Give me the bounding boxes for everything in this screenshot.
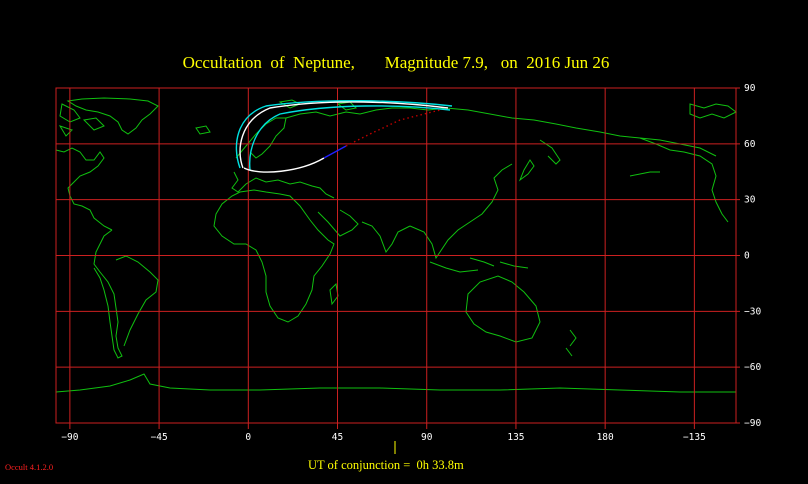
longitude-tick-label: −90 bbox=[61, 432, 78, 443]
scandinavia-coast bbox=[235, 117, 287, 159]
longitude-tick-label: 0 bbox=[245, 432, 251, 443]
longitude-tick-label: −45 bbox=[151, 432, 168, 443]
latitude-tick-label: 60 bbox=[744, 139, 756, 150]
japan-coast bbox=[518, 159, 535, 182]
aleutian-coast bbox=[629, 171, 660, 177]
latitude-tick-label: 90 bbox=[744, 83, 756, 94]
path-white-lower bbox=[243, 157, 325, 173]
greenland-coast bbox=[66, 97, 159, 135]
map-title: Occultation of Neptune, Magnitude 7.9, o… bbox=[183, 53, 610, 72]
eurasia-north-coast bbox=[285, 107, 717, 157]
version-label: Occult 4.1.2.0 bbox=[5, 462, 53, 472]
indonesia-coast bbox=[429, 257, 529, 273]
new-zealand-coast bbox=[565, 329, 577, 357]
longitude-tick-label: 135 bbox=[507, 432, 524, 443]
longitude-tick-label: −135 bbox=[683, 432, 706, 443]
occultation-paths bbox=[235, 100, 453, 173]
longitude-tick-label: 90 bbox=[421, 432, 433, 443]
southeast-asia-coast bbox=[409, 163, 513, 260]
arctic-islands-coast bbox=[58, 103, 105, 137]
antarctica-coast bbox=[55, 373, 736, 393]
longitude-tick-label: 45 bbox=[332, 432, 343, 443]
india-coast bbox=[361, 221, 411, 254]
latitude-tick-label: −90 bbox=[744, 418, 761, 429]
axis-labels: −90 −45 0 45 90 135 180 −135 90 60 30 0 −30 −60 −90 bbox=[61, 83, 761, 443]
canada-arctic-right-coast bbox=[689, 103, 737, 119]
north-america-coast bbox=[55, 147, 113, 231]
latitude-tick-label: −30 bbox=[744, 306, 761, 317]
latitude-tick-label: 30 bbox=[744, 195, 756, 206]
latitude-tick-label: −60 bbox=[744, 362, 761, 373]
alaska-coast bbox=[639, 137, 729, 223]
kamchatka-coast bbox=[539, 139, 561, 165]
iceland-coast bbox=[195, 125, 211, 135]
mediterranean-coast bbox=[231, 171, 335, 199]
latitude-tick-label: 0 bbox=[744, 251, 750, 262]
path-cyan-outer bbox=[235, 100, 453, 169]
arabia-coast bbox=[317, 209, 359, 237]
map-frame bbox=[55, 87, 737, 424]
conjunction-time-label: UT of conjunction = 0h 33.8m bbox=[308, 458, 464, 472]
path-blue-segment bbox=[323, 145, 347, 159]
longitude-tick-label: 180 bbox=[597, 432, 614, 443]
australia-coast bbox=[465, 275, 541, 343]
path-white-outer bbox=[239, 101, 449, 169]
africa-coast bbox=[213, 189, 335, 323]
path-cyan-inner bbox=[249, 105, 451, 171]
